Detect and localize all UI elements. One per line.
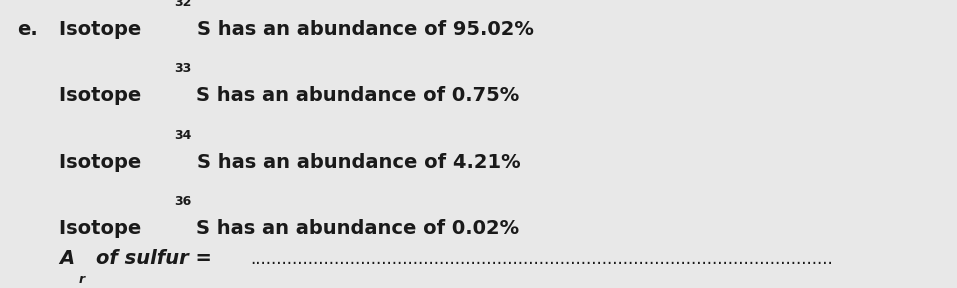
Text: Isotope: Isotope (59, 20, 148, 39)
Text: Isotope: Isotope (59, 153, 148, 172)
Text: ................................................................................: ........................................… (251, 250, 834, 268)
Text: of sulfur =: of sulfur = (96, 249, 211, 268)
Text: e.: e. (17, 20, 38, 39)
Text: 36: 36 (174, 195, 191, 208)
Text: S has an abundance of 0.75%: S has an abundance of 0.75% (196, 86, 520, 105)
Text: Isotope: Isotope (59, 219, 148, 238)
Text: Isotope: Isotope (59, 86, 148, 105)
Text: r: r (78, 273, 85, 286)
Text: A: A (59, 249, 75, 268)
Text: S has an abundance of 0.02%: S has an abundance of 0.02% (196, 219, 520, 238)
Text: 33: 33 (174, 62, 191, 75)
Text: S has an abundance of 95.02%: S has an abundance of 95.02% (196, 20, 533, 39)
Text: 32: 32 (174, 0, 191, 9)
Text: S has an abundance of 4.21%: S has an abundance of 4.21% (196, 153, 521, 172)
Text: 34: 34 (174, 128, 191, 141)
